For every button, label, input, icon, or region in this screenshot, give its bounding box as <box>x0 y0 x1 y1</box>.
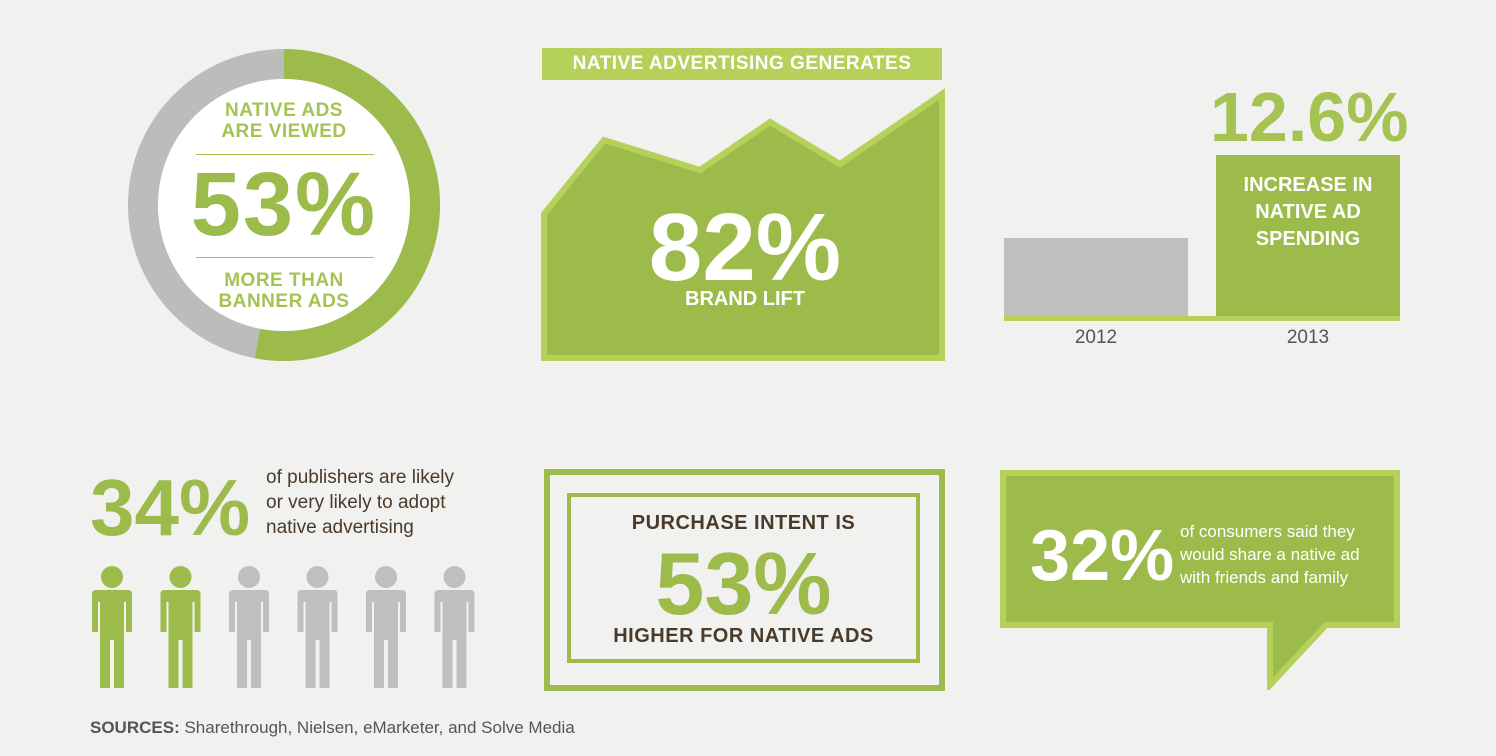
share-text: of consumers said they would share a nat… <box>1180 520 1380 589</box>
donut-divider-bottom <box>196 257 374 258</box>
brand-lift-header: NATIVE ADVERTISING GENERATES <box>542 48 942 80</box>
bar-2012 <box>1004 238 1188 316</box>
donut-top-label-1: NATIVE ADS <box>225 100 343 121</box>
person-icon <box>160 566 201 688</box>
people-icons <box>92 566 475 688</box>
donut-value: 53% <box>190 155 378 255</box>
brand-lift-area-graphic <box>541 88 945 361</box>
spending-increase-value: 12.6% <box>1210 78 1409 156</box>
share-text-2: would share a native ad <box>1180 545 1360 564</box>
bar-baseline <box>1004 316 1400 321</box>
publishers-text: of publishers are likely or very likely … <box>266 465 496 540</box>
purchase-intent-value: 53% <box>655 534 832 633</box>
person-icon <box>366 566 406 688</box>
donut-bottom-label-2: BANNER ADS <box>218 291 350 312</box>
person-icon <box>92 566 132 688</box>
publishers-text-2: or very likely to adopt <box>266 492 446 513</box>
publishers-text-3: native advertising <box>266 517 414 538</box>
spending-text-3: SPENDING <box>1255 228 1361 250</box>
sources-text: Sharethrough, Nielsen, eMarketer, and So… <box>179 718 575 737</box>
sources-line: SOURCES: Sharethrough, Nielsen, eMarkete… <box>90 718 575 738</box>
speech-bubble-icon <box>1000 470 1400 690</box>
donut-center <box>158 79 410 331</box>
donut-chart <box>128 49 440 361</box>
donut-fill-arc <box>254 49 440 361</box>
share-text-1: of consumers said they <box>1180 522 1355 541</box>
person-icon <box>229 566 269 688</box>
brand-lift-label: BRAND LIFT <box>685 288 805 310</box>
spending-text: INCREASE IN NATIVE AD SPENDING <box>1216 172 1400 253</box>
person-icon <box>297 566 338 688</box>
publishers-text-1: of publishers are likely <box>266 467 454 488</box>
spending-text-1: INCREASE IN <box>1243 174 1373 196</box>
share-text-3: with friends and family <box>1180 568 1349 587</box>
purchase-intent-bottom: HIGHER FOR NATIVE ADS <box>613 625 874 647</box>
spending-text-2: NATIVE AD <box>1255 201 1361 223</box>
year-label-2013: 2013 <box>1286 327 1330 348</box>
bar-2013 <box>1216 155 1400 316</box>
person-icon <box>434 566 475 688</box>
year-label-2012: 2012 <box>1074 327 1118 348</box>
purchase-intent-top: PURCHASE INTENT IS <box>631 512 856 534</box>
purchase-intent-outer-frame <box>544 469 945 691</box>
sources-label: SOURCES: <box>90 718 180 737</box>
donut-divider-top <box>196 154 374 155</box>
share-value: 32% <box>1030 516 1175 596</box>
brand-lift-value: 82% <box>648 194 842 301</box>
publishers-value: 34% <box>90 463 251 552</box>
donut-top-label-2: ARE VIEWED <box>221 121 347 142</box>
purchase-intent-inner-frame <box>567 493 920 663</box>
donut-bottom-label-1: MORE THAN <box>224 270 344 291</box>
